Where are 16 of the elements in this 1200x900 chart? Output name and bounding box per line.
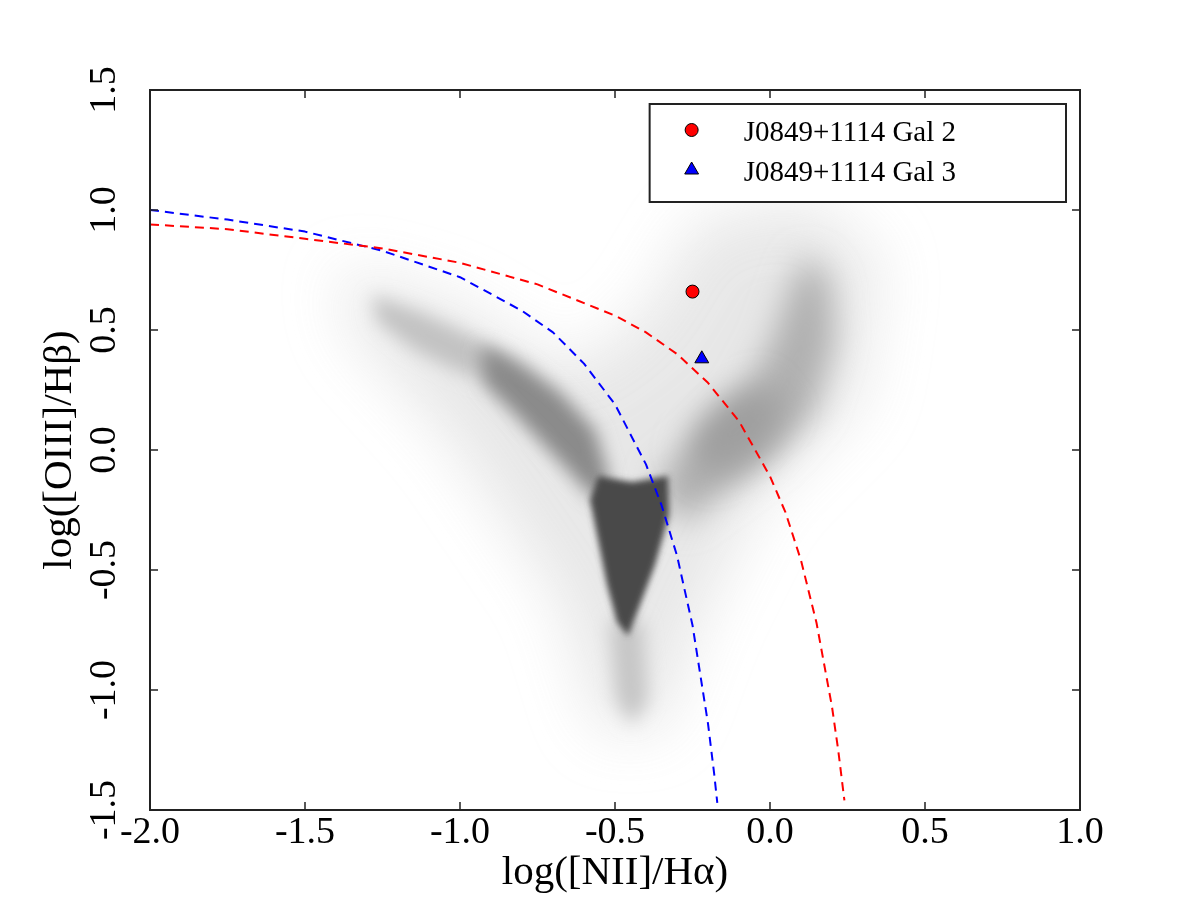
x-tick-label: 0.0 (746, 808, 794, 851)
x-tick-label: -1.5 (274, 808, 336, 851)
y-axis-title: log([OIII]/Hβ) (34, 330, 81, 570)
x-tick-label: 0.5 (901, 808, 949, 851)
y-tick-label: 0.0 (80, 426, 123, 474)
x-tick-label: -2.0 (119, 808, 181, 851)
y-tick-label: 0.5 (80, 306, 123, 354)
legend-label: J0849+1114 Gal 3 (743, 154, 957, 187)
x-tick-label: -1.0 (429, 808, 491, 851)
y-tick-label: 1.5 (80, 66, 123, 114)
x-tick-label: 1.0 (1056, 808, 1104, 851)
y-tick-label: -0.5 (80, 539, 123, 601)
legend-label: J0849+1114 Gal 2 (743, 114, 957, 147)
y-tick-label: 1.0 (80, 186, 123, 234)
y-tick-label: -1.0 (80, 659, 123, 721)
line-series (150, 223, 846, 802)
